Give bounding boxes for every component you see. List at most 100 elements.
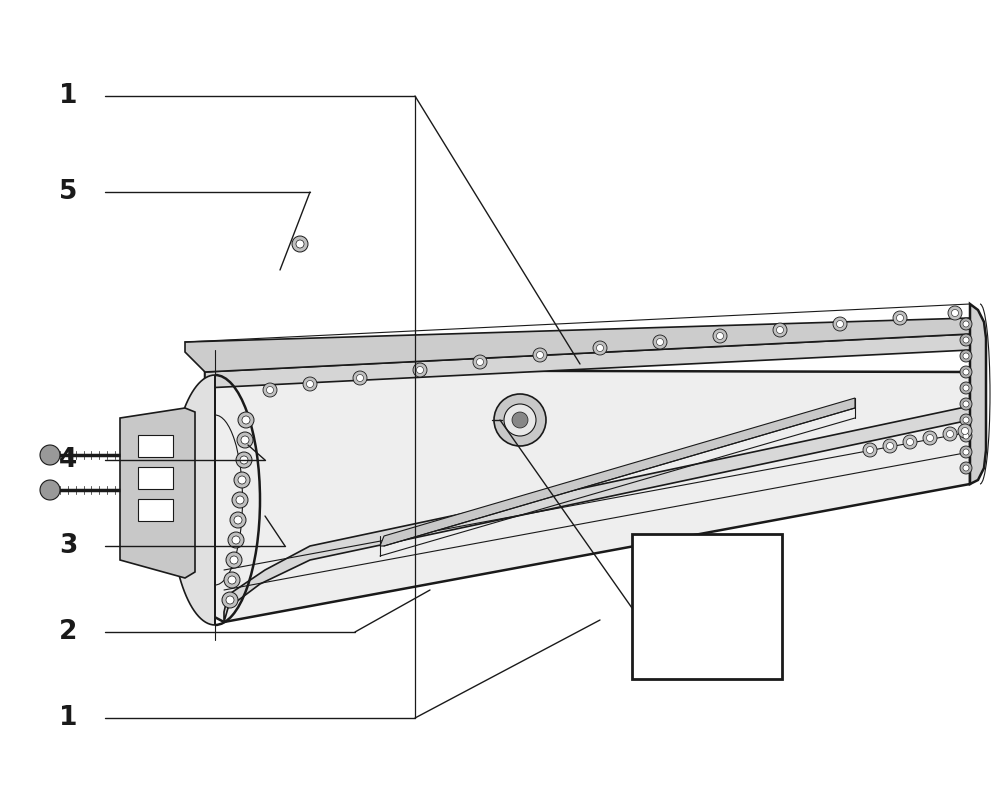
Circle shape [773, 323, 787, 337]
Circle shape [906, 439, 914, 445]
Circle shape [473, 355, 487, 369]
Circle shape [228, 532, 244, 548]
Circle shape [963, 321, 969, 327]
Circle shape [593, 341, 607, 355]
Circle shape [224, 572, 240, 588]
Text: 09-17: 09-17 [674, 646, 740, 666]
Circle shape [896, 314, 904, 322]
Circle shape [477, 359, 484, 365]
Circle shape [963, 417, 969, 423]
Circle shape [866, 447, 874, 453]
Circle shape [836, 321, 844, 327]
Circle shape [963, 449, 969, 455]
Circle shape [960, 398, 972, 410]
Circle shape [833, 317, 847, 331]
Circle shape [306, 381, 314, 388]
Circle shape [232, 492, 248, 508]
Circle shape [776, 326, 784, 334]
Circle shape [504, 404, 536, 436]
Text: 4: 4 [59, 447, 77, 473]
Circle shape [512, 412, 528, 428]
Circle shape [494, 394, 546, 446]
Circle shape [413, 363, 427, 377]
Text: 2: 2 [59, 619, 77, 645]
Circle shape [926, 435, 934, 441]
Circle shape [963, 353, 969, 359]
Circle shape [943, 427, 957, 441]
Circle shape [263, 383, 277, 397]
Circle shape [962, 427, 968, 435]
Polygon shape [224, 406, 970, 622]
Circle shape [40, 445, 60, 465]
Circle shape [887, 443, 894, 449]
Text: 5: 5 [59, 179, 77, 205]
Circle shape [960, 414, 972, 426]
Circle shape [893, 311, 907, 325]
Circle shape [353, 371, 367, 385]
Circle shape [960, 430, 972, 442]
Polygon shape [185, 318, 970, 372]
Circle shape [236, 496, 244, 504]
Polygon shape [205, 370, 970, 622]
Circle shape [230, 512, 246, 528]
Circle shape [596, 344, 604, 351]
Circle shape [960, 366, 972, 378]
Circle shape [234, 516, 242, 524]
Circle shape [232, 536, 240, 544]
Circle shape [656, 339, 664, 346]
Circle shape [963, 369, 969, 375]
Circle shape [963, 465, 969, 471]
Circle shape [40, 480, 60, 500]
Circle shape [237, 432, 253, 448]
Circle shape [236, 452, 252, 468]
Text: 3: 3 [59, 533, 77, 559]
Circle shape [963, 433, 969, 439]
Circle shape [963, 401, 969, 407]
Text: 1: 1 [59, 83, 77, 109]
Circle shape [240, 456, 248, 464]
Circle shape [533, 348, 547, 362]
Circle shape [226, 596, 234, 604]
Circle shape [948, 306, 962, 320]
Circle shape [356, 374, 364, 381]
Circle shape [222, 592, 238, 608]
Polygon shape [380, 398, 855, 546]
Circle shape [303, 377, 317, 391]
Circle shape [960, 318, 972, 330]
Circle shape [713, 329, 727, 343]
Circle shape [960, 334, 972, 346]
Circle shape [228, 576, 236, 584]
Circle shape [960, 462, 972, 474]
Circle shape [241, 436, 249, 444]
Circle shape [242, 416, 250, 424]
Circle shape [266, 386, 274, 393]
Circle shape [292, 236, 308, 252]
Polygon shape [170, 375, 215, 625]
Circle shape [883, 439, 897, 453]
Circle shape [923, 431, 937, 445]
Circle shape [234, 472, 250, 488]
Circle shape [963, 337, 969, 343]
Circle shape [296, 240, 304, 248]
Circle shape [416, 367, 424, 373]
Text: 09-16: 09-16 [674, 600, 740, 620]
Circle shape [536, 351, 544, 359]
Bar [138, 499, 173, 521]
Text: 09-15: 09-15 [674, 554, 740, 574]
Polygon shape [120, 408, 195, 578]
Polygon shape [205, 334, 970, 388]
FancyBboxPatch shape [632, 534, 782, 679]
Polygon shape [970, 304, 986, 484]
Circle shape [960, 382, 972, 394]
Circle shape [960, 446, 972, 458]
Bar [138, 467, 173, 489]
Circle shape [958, 424, 972, 438]
Circle shape [952, 309, 958, 317]
Circle shape [863, 443, 877, 457]
Text: 1: 1 [59, 705, 77, 731]
Circle shape [963, 385, 969, 391]
Bar [138, 435, 173, 457]
Circle shape [946, 431, 954, 437]
Circle shape [960, 350, 972, 362]
Circle shape [903, 435, 917, 449]
